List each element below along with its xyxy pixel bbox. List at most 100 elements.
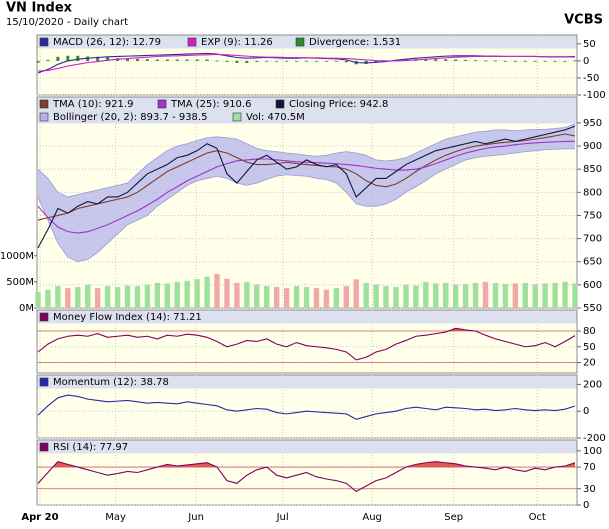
y-tick-label: 750 bbox=[583, 210, 602, 221]
volume-bar bbox=[254, 284, 260, 308]
divergence-bar bbox=[225, 60, 229, 62]
y-tick-label: 80 bbox=[583, 326, 596, 337]
volume-bar bbox=[542, 283, 548, 308]
series-line bbox=[37, 140, 576, 234]
series-line bbox=[37, 125, 576, 249]
divergence-bar bbox=[66, 55, 70, 61]
bollinger-band bbox=[38, 123, 575, 262]
volume-bar bbox=[532, 284, 538, 308]
divergence-bar bbox=[344, 60, 348, 63]
divergence-bar bbox=[434, 59, 438, 61]
legend-swatch bbox=[157, 99, 167, 109]
divergence-bar bbox=[46, 59, 50, 61]
legend-label: Money Flow Index (14): 71.21 bbox=[53, 312, 202, 323]
volume-bar bbox=[214, 274, 220, 308]
volume-bar bbox=[403, 284, 409, 308]
divergence-bar bbox=[295, 60, 299, 62]
divergence-bar bbox=[145, 59, 149, 61]
divergence-bar bbox=[76, 55, 80, 61]
legend-label: Vol: 470.5M bbox=[246, 112, 305, 123]
chart-title: VN Index bbox=[6, 1, 73, 16]
divergence-bar bbox=[275, 60, 279, 62]
divergence-bar bbox=[175, 59, 179, 61]
y2-tick-label: 0M bbox=[19, 303, 34, 314]
volume-bar bbox=[343, 286, 349, 308]
volume-bar bbox=[45, 289, 51, 308]
volume-bar bbox=[104, 286, 111, 308]
series-line bbox=[37, 327, 576, 361]
divergence-bar bbox=[334, 60, 338, 62]
volume-bar bbox=[562, 281, 568, 308]
series-line bbox=[37, 133, 576, 221]
y-tick-label: 50 bbox=[583, 342, 596, 353]
legend-swatch bbox=[39, 442, 49, 452]
volume-bar bbox=[433, 283, 439, 308]
y-tick-label: 70 bbox=[583, 462, 596, 473]
y-tick-label: 700 bbox=[583, 234, 602, 245]
y-tick-label: 50 bbox=[583, 39, 596, 50]
divergence-bar bbox=[573, 60, 577, 62]
volume-bar bbox=[283, 288, 290, 308]
volume-bar bbox=[492, 282, 499, 308]
legend-label: TMA (25): 910.6 bbox=[170, 99, 251, 110]
x-tick-label: Oct bbox=[529, 512, 546, 523]
series-line bbox=[37, 53, 576, 72]
series-line bbox=[37, 461, 576, 493]
divergence-bar bbox=[464, 59, 468, 61]
legend-label: TMA (10): 921.9 bbox=[52, 99, 133, 110]
volume-bar bbox=[164, 283, 170, 308]
volume-bar bbox=[413, 285, 419, 308]
divergence-bar bbox=[324, 60, 328, 62]
x-tick-label: Aug bbox=[362, 512, 382, 523]
volume-bar bbox=[234, 282, 240, 308]
y2-tick-label: 500M bbox=[6, 277, 34, 288]
legend-bar bbox=[37, 440, 577, 454]
divergence-bar bbox=[314, 60, 318, 62]
divergence-bar bbox=[285, 60, 289, 62]
divergence-bar bbox=[484, 60, 487, 62]
volume-bar bbox=[383, 286, 389, 308]
volume-bar bbox=[264, 286, 270, 308]
volume-bar bbox=[472, 282, 479, 308]
volume-bar bbox=[303, 287, 310, 308]
y-tick-label: 100 bbox=[583, 446, 602, 457]
legend-swatch bbox=[39, 312, 49, 322]
bollinger-upper bbox=[37, 123, 576, 198]
volume-bar bbox=[85, 284, 91, 308]
divergence-bar bbox=[106, 57, 110, 61]
legend-swatch bbox=[187, 37, 197, 47]
volume-bar bbox=[194, 279, 200, 308]
divergence-bar bbox=[205, 59, 209, 61]
legend-swatch bbox=[39, 99, 49, 109]
y-tick-label: -200 bbox=[583, 433, 606, 444]
divergence-bar bbox=[96, 56, 100, 61]
volume-bar bbox=[154, 282, 161, 308]
legend-swatch bbox=[275, 99, 285, 109]
volume-bar bbox=[273, 287, 280, 308]
volume-bar bbox=[144, 284, 151, 308]
y-tick-label: 800 bbox=[583, 187, 602, 198]
divergence-bar bbox=[135, 58, 139, 61]
y-tick-label: 850 bbox=[583, 164, 602, 175]
x-tick-label: Sep bbox=[444, 512, 463, 523]
y2-tick-label: 1000M bbox=[0, 251, 34, 262]
volume-bar bbox=[443, 282, 449, 308]
y-tick-label: -50 bbox=[583, 73, 599, 84]
legend-label: Momentum (12): 38.78 bbox=[53, 377, 169, 388]
volume-bar bbox=[393, 287, 399, 308]
y-tick-label: 0 bbox=[583, 406, 589, 417]
volume-bar bbox=[452, 284, 459, 308]
legend-label: Bollinger (20, 2): 893.7 - 938.5 bbox=[53, 112, 207, 123]
y-tick-label: 650 bbox=[583, 257, 602, 268]
divergence-bar bbox=[305, 60, 308, 62]
source: VCBS bbox=[564, 13, 603, 28]
x-tick-label: May bbox=[105, 512, 126, 523]
bollinger-lower bbox=[37, 148, 575, 263]
divergence-bar bbox=[126, 58, 129, 61]
x-tick-label: Apr 20 bbox=[21, 512, 58, 523]
y-tick-label: 600 bbox=[583, 280, 602, 291]
divergence-bar bbox=[444, 59, 448, 61]
y-tick-label: 30 bbox=[583, 484, 596, 495]
divergence-bar bbox=[185, 59, 189, 61]
divergence-bar bbox=[215, 60, 219, 62]
